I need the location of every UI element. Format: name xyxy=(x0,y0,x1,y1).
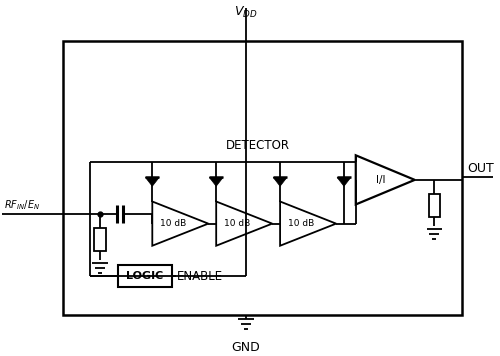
Text: $RF_{IN}/E_N$: $RF_{IN}/E_N$ xyxy=(4,199,40,212)
Polygon shape xyxy=(152,201,208,246)
Text: ENABLE: ENABLE xyxy=(177,270,223,283)
Polygon shape xyxy=(273,177,287,186)
Bar xyxy=(428,194,440,216)
Text: 10 dB: 10 dB xyxy=(160,219,186,228)
Bar xyxy=(63,41,462,315)
Text: $V_{DD}$: $V_{DD}$ xyxy=(234,5,258,20)
Bar xyxy=(94,228,106,251)
Text: DETECTOR: DETECTOR xyxy=(226,139,290,152)
Text: LOGIC: LOGIC xyxy=(126,271,164,281)
Polygon shape xyxy=(146,177,159,186)
Bar xyxy=(118,265,172,287)
Polygon shape xyxy=(356,155,414,204)
Text: GND: GND xyxy=(232,341,260,354)
Polygon shape xyxy=(216,201,272,246)
Polygon shape xyxy=(337,177,351,186)
Polygon shape xyxy=(280,201,336,246)
Text: OUT: OUT xyxy=(467,162,493,175)
Polygon shape xyxy=(210,177,223,186)
Text: 10 dB: 10 dB xyxy=(288,219,314,228)
Text: 10 dB: 10 dB xyxy=(224,219,250,228)
Text: I/I: I/I xyxy=(376,175,386,185)
